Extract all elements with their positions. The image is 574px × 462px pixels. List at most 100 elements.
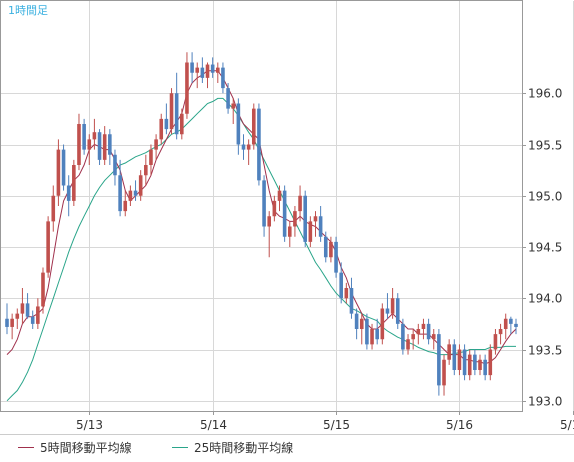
candle-body — [442, 359, 446, 386]
candle-body — [344, 288, 349, 299]
candle — [205, 62, 210, 89]
candle-body — [241, 144, 246, 150]
candle — [452, 339, 457, 376]
candle-body — [180, 113, 184, 135]
candle-body — [210, 64, 215, 73]
candle-body — [113, 154, 117, 176]
candle — [66, 175, 71, 217]
candle — [25, 293, 30, 319]
candle — [195, 62, 200, 89]
candle-body — [498, 329, 503, 335]
candle — [509, 316, 513, 335]
candle — [401, 318, 405, 355]
legend-label: 25時間移動平均線 — [194, 440, 293, 455]
candle — [488, 344, 493, 381]
candle — [344, 282, 349, 304]
candle — [493, 329, 498, 355]
candle — [128, 185, 133, 206]
x-axis: 5/13 5/14 5/15 5/16 5/17 — [76, 411, 574, 432]
candle-body — [395, 298, 400, 324]
candle-body — [370, 329, 374, 345]
y-tick-label: 193.0 — [528, 395, 562, 409]
candle-body — [190, 62, 194, 73]
candle — [395, 293, 400, 329]
candle-body — [195, 67, 200, 73]
candle-body — [97, 132, 102, 160]
candle-body — [46, 221, 50, 273]
candle-body — [308, 221, 313, 242]
candle — [246, 139, 251, 165]
candle-body — [77, 124, 81, 165]
candle — [221, 62, 225, 94]
candle-body — [401, 323, 405, 350]
candle — [411, 329, 415, 350]
candle — [97, 129, 102, 165]
candle — [318, 206, 323, 242]
legend: 5時間移動平均線 25時間移動平均線 — [18, 440, 293, 455]
candle-body — [82, 124, 86, 150]
candle — [10, 313, 14, 340]
ma5-line — [6, 70, 517, 365]
y-tick-label: 193.5 — [528, 344, 562, 358]
candle — [483, 354, 487, 381]
candle — [293, 206, 297, 237]
candle — [390, 288, 395, 319]
candle — [323, 231, 328, 263]
candle-body — [339, 272, 343, 299]
candle — [416, 323, 421, 345]
candle-body — [467, 354, 472, 376]
candle-body — [149, 149, 153, 165]
ma25-line — [6, 97, 516, 402]
candle-body — [226, 88, 230, 109]
candle — [190, 52, 194, 83]
candle-body — [365, 318, 369, 345]
candle-body — [262, 180, 266, 227]
candle-body — [56, 149, 61, 196]
candle-body — [483, 359, 487, 376]
candle-body — [118, 175, 122, 212]
candle-body — [452, 344, 457, 370]
candle-body — [133, 190, 138, 196]
candle-body — [41, 272, 45, 307]
candle — [174, 72, 179, 140]
candle — [257, 103, 261, 186]
candle — [215, 62, 220, 83]
candle-body — [154, 139, 158, 150]
candle — [113, 149, 117, 186]
candle — [354, 308, 359, 340]
candle — [51, 185, 56, 232]
candle-body — [329, 241, 333, 258]
candle — [375, 318, 379, 345]
candle-body — [205, 64, 210, 78]
candle — [226, 83, 230, 114]
candle-body — [349, 288, 354, 314]
candle-body — [298, 195, 302, 212]
candle-body — [282, 190, 287, 237]
candle — [478, 354, 482, 376]
candle-body — [385, 308, 390, 314]
candle-body — [123, 200, 128, 212]
candle-body — [200, 67, 205, 78]
plot-area-border — [0, 0, 523, 412]
y-tick-label: 194.0 — [528, 292, 562, 306]
candle-body — [390, 298, 395, 314]
candle-body — [251, 108, 256, 145]
candle — [144, 154, 148, 186]
candle — [61, 144, 66, 191]
candle-body — [169, 93, 174, 130]
candle-body — [447, 344, 451, 360]
x-tick-label: 5/16 — [446, 418, 473, 432]
candle — [149, 144, 153, 176]
candle — [133, 180, 138, 201]
candle — [41, 267, 45, 314]
candle — [437, 329, 441, 396]
candle-body — [473, 354, 477, 370]
candle-body — [20, 303, 25, 314]
candle — [365, 313, 369, 350]
candle — [15, 308, 20, 329]
candle — [313, 211, 318, 237]
candle-body — [25, 303, 30, 317]
candle — [467, 349, 472, 381]
candle — [56, 139, 61, 206]
x-tick-label: 5/14 — [200, 418, 227, 432]
